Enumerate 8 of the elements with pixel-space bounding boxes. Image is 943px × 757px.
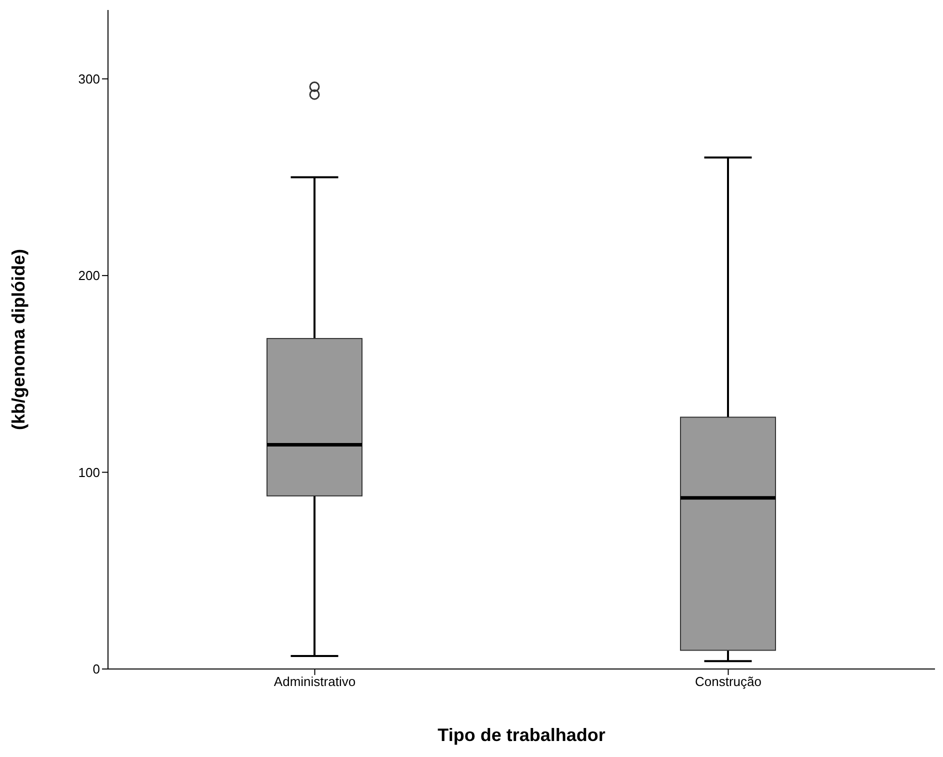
x-tick-label: Administrativo [274, 674, 356, 690]
y-tick-label: 300 [78, 71, 100, 86]
y-tick-label: 0 [92, 662, 100, 677]
y-tick-label: 200 [78, 268, 100, 284]
x-tick-label: Construção [695, 674, 762, 690]
y-axis-title: (kb/genoma diplóide) [8, 248, 28, 430]
x-axis-title: Tipo de trabalhador [438, 725, 606, 745]
y-tick-label: 100 [78, 464, 100, 480]
